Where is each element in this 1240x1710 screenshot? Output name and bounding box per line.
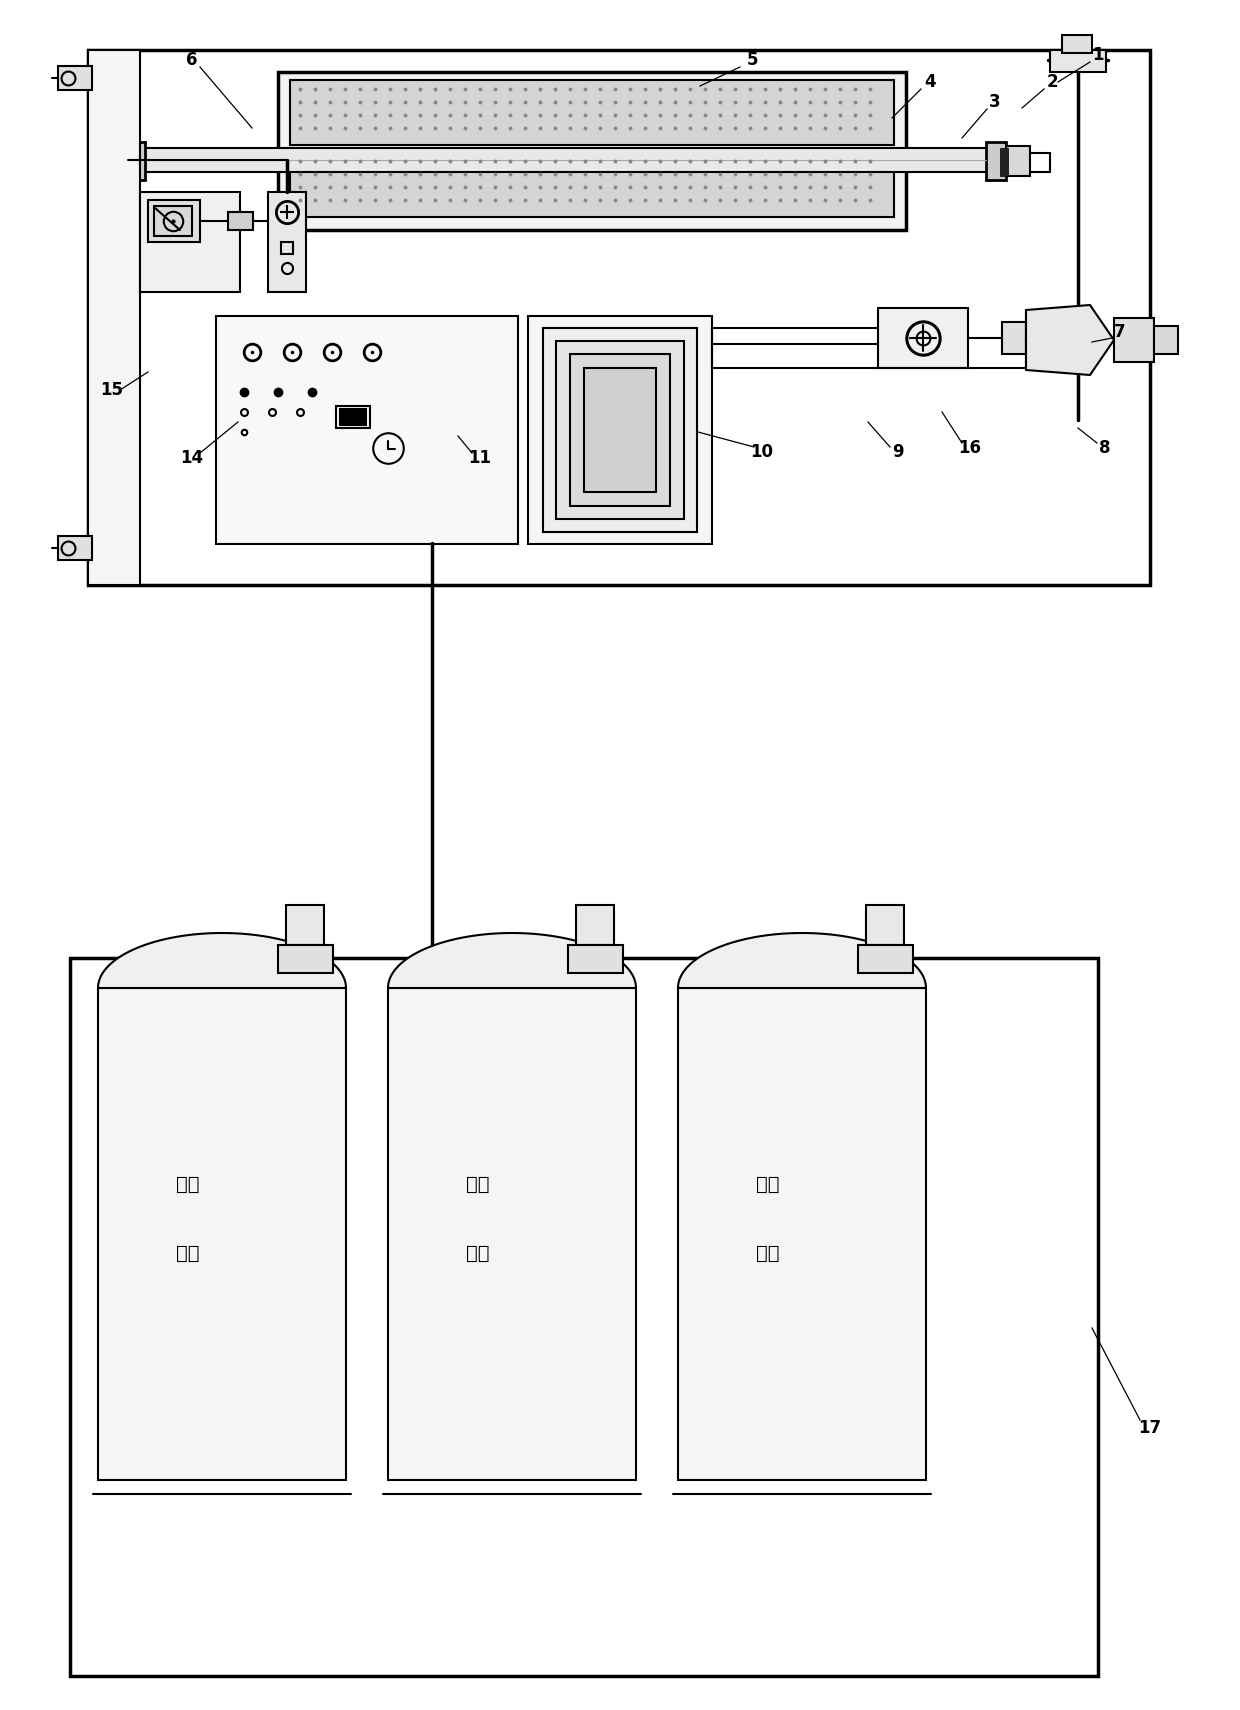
Polygon shape [1025,304,1114,374]
Bar [986,142,1006,180]
Bar [999,149,1008,176]
Text: 气瓶: 气瓶 [755,1245,779,1264]
Text: 1: 1 [1092,46,1104,63]
Text: 高压: 高压 [176,1175,200,1194]
Bar [866,905,904,946]
Bar [1006,145,1030,176]
Bar [1002,321,1025,354]
Bar [216,316,518,544]
Bar [340,409,366,426]
Text: 14: 14 [181,450,203,467]
Bar [577,905,614,946]
Text: 气瓶: 气瓶 [465,1245,489,1264]
Text: 15: 15 [100,381,124,398]
Text: 高压: 高压 [465,1175,489,1194]
Bar [88,50,1149,585]
Bar [678,988,926,1479]
Bar [388,988,636,1479]
Bar [58,67,92,91]
Bar [278,946,334,973]
Bar [570,354,670,506]
Text: 气瓶: 气瓶 [176,1245,200,1264]
Polygon shape [388,934,636,988]
Bar [568,946,622,973]
Text: 4: 4 [924,74,936,91]
Text: 9: 9 [893,443,904,462]
Text: 高压: 高压 [755,1175,779,1194]
Bar [858,946,913,973]
Bar [1114,318,1154,363]
Bar [336,405,370,428]
Bar [98,988,346,1479]
Bar [1050,50,1106,72]
Bar [286,905,324,946]
Bar [140,192,241,292]
Bar [154,205,192,236]
Bar [1061,34,1092,53]
Text: 8: 8 [1099,439,1111,457]
Bar [148,200,200,243]
Text: 7: 7 [1115,323,1126,340]
Bar [228,212,253,231]
Text: 2: 2 [1047,74,1058,91]
Bar [278,72,906,231]
Bar [290,152,894,217]
Bar [58,535,92,559]
Bar [128,149,1002,173]
Text: 10: 10 [750,443,774,462]
Bar [125,142,145,180]
Bar [878,308,968,368]
Bar [528,316,712,544]
Bar [290,80,894,145]
Text: 11: 11 [469,450,491,467]
Bar [556,340,684,520]
Text: 17: 17 [1138,1419,1162,1436]
Text: 16: 16 [959,439,982,457]
Bar [268,192,306,292]
Polygon shape [678,934,926,988]
Text: 5: 5 [746,51,758,68]
Bar [1154,327,1178,354]
Bar [69,958,1097,1676]
Text: 6: 6 [186,51,197,68]
Text: 3: 3 [990,92,1001,111]
Bar [543,328,697,532]
Polygon shape [98,934,346,988]
Bar [88,50,140,585]
Bar [584,368,656,492]
